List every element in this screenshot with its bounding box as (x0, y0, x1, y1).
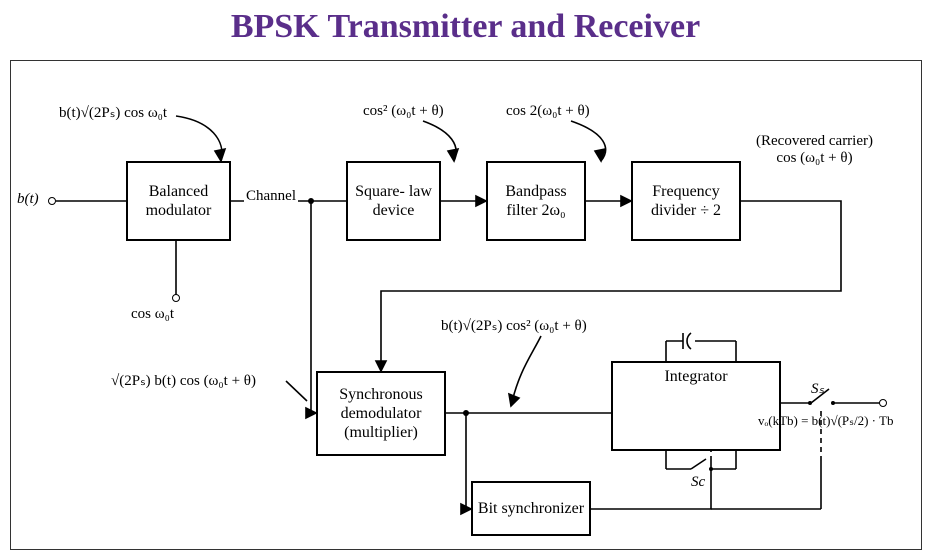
block-balanced-modulator: Balanced modulator (126, 161, 231, 241)
label-rx-in: √(2Pₛ) b(t) cos (ω₀t + θ) (111, 371, 256, 390)
block-sync-demodulator: Synchronous demodulator (multiplier) (316, 371, 446, 456)
page-title: BPSK Transmitter and Receiver (0, 0, 931, 46)
block-frequency-divider: Frequency divider ÷ 2 (631, 161, 741, 241)
block-label: Square- law device (350, 182, 437, 220)
label-channel: Channel (244, 188, 298, 205)
block-label: Integrator (613, 367, 779, 386)
block-label: Bandpass filter 2ω₀ (490, 182, 582, 220)
label-recovered: (Recovered carrier) cos (ω₀t + θ) (756, 133, 873, 167)
page: BPSK Transmitter and Receiver (0, 0, 931, 557)
label-output: vₒ(kTb) = b(t)√(Pₛ/2) · Tb (758, 413, 918, 429)
block-bit-synchronizer: Bit synchronizer (471, 481, 591, 536)
label-cos2: cos² (ω₀t + θ) (363, 103, 444, 120)
label-cos2wt: cos 2(ω₀t + θ) (506, 103, 590, 120)
label-bt: b(t) (17, 191, 39, 208)
label-top-signal: b(t)√(2Pₛ) cos ω₀t (59, 103, 167, 122)
label-sc: Sc (691, 474, 705, 491)
terminal-output (879, 399, 887, 407)
block-square-law: Square- law device (346, 161, 441, 241)
block-bandpass-filter: Bandpass filter 2ω₀ (486, 161, 586, 241)
terminal-bt-in (48, 197, 56, 205)
diagram-frame: Balanced modulator Square- law device Ba… (10, 60, 922, 550)
label-demod-out: b(t)√(2Pₛ) cos² (ω₀t + θ) (441, 316, 587, 335)
label-carrier-in: cos ω₀t (131, 306, 174, 323)
block-label: Balanced modulator (130, 182, 227, 220)
block-label: Bit synchronizer (478, 499, 584, 518)
block-integrator: Integrator (611, 361, 781, 451)
terminal-carrier (172, 294, 180, 302)
label-ss: Sₛ (811, 379, 824, 398)
block-label: Synchronous demodulator (multiplier) (320, 385, 442, 443)
block-label: Frequency divider ÷ 2 (635, 182, 737, 220)
